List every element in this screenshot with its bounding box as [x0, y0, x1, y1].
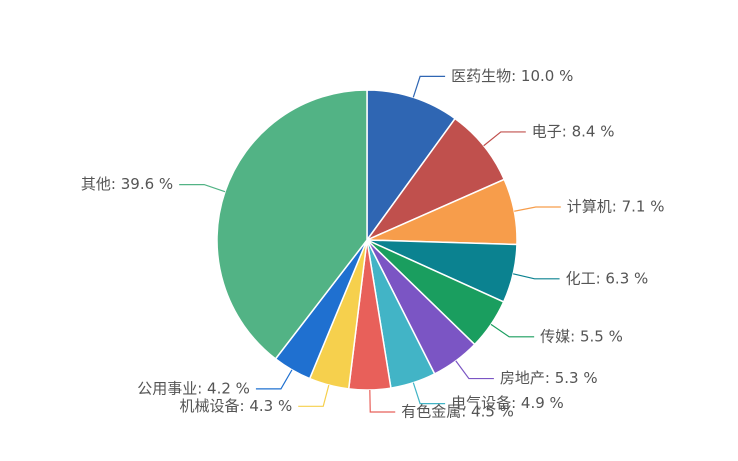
leader-line: [512, 273, 560, 280]
slice-label: 电气设备: 4.9 %: [451, 394, 564, 412]
leader-line: [255, 369, 293, 390]
leader-line: [514, 206, 561, 212]
slice-label: 有色金属: 4.5 %: [401, 402, 514, 420]
slice-label: 传媒: 5.5 %: [540, 327, 623, 345]
slice-label: 房地产: 5.3 %: [500, 369, 598, 387]
slice-label: 医药生物: 10.0 %: [451, 67, 573, 85]
leader-line: [298, 384, 330, 407]
slice-label: 其他: 39.6 %: [81, 175, 173, 193]
slice-label: 计算机: 7.1 %: [567, 198, 665, 216]
leader-line: [455, 360, 494, 380]
leader-line: [179, 183, 226, 193]
pie-slice: [216, 89, 368, 360]
slice-label: 电子: 8.4 %: [532, 122, 615, 140]
leader-line: [412, 75, 446, 98]
slice-label: 机械设备: 4.3 %: [180, 397, 293, 415]
slice-label: 化工: 6.3 %: [566, 269, 649, 287]
slice-label: 公用事业: 4.2 %: [137, 379, 250, 397]
leader-line: [483, 131, 526, 147]
leader-line: [369, 389, 396, 413]
leader-line: [490, 323, 535, 338]
leader-line: [412, 382, 446, 405]
